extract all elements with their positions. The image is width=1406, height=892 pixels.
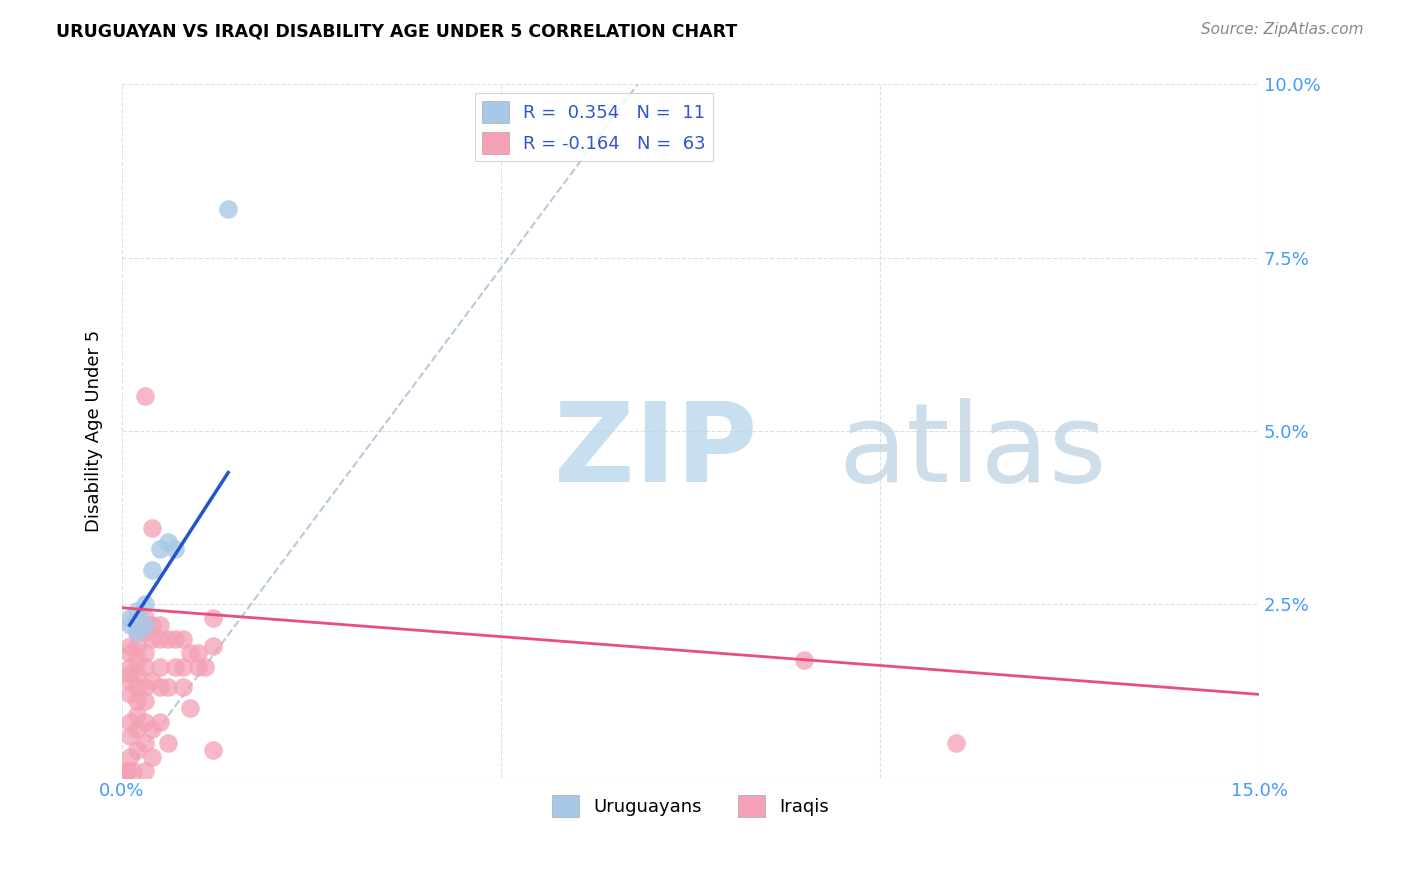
Point [112,764,135,778]
Point [149,632,172,646]
Point [141,632,163,646]
Point [202,743,225,757]
Point [134,715,156,730]
Point [134,646,156,660]
Point [194,659,217,673]
Point [118,611,141,625]
Point [149,541,172,556]
Point [179,701,201,715]
Point [141,521,163,535]
Point [149,681,172,695]
Point [127,708,149,723]
Point [118,639,141,653]
Text: Source: ZipAtlas.com: Source: ZipAtlas.com [1201,22,1364,37]
Point [127,625,149,640]
Point [187,646,209,660]
Point [134,659,156,673]
Point [134,694,156,708]
Point [115,764,138,778]
Point [172,632,194,646]
Text: URUGUAYAN VS IRAQI DISABILITY AGE UNDER 5 CORRELATION CHART: URUGUAYAN VS IRAQI DISABILITY AGE UNDER … [56,22,738,40]
Point [141,722,163,736]
Point [127,625,149,640]
Point [117,764,139,778]
Point [118,659,141,673]
Point [217,202,239,217]
Point [127,681,149,695]
Point [118,729,141,743]
Point [165,659,187,673]
Point [165,632,187,646]
Point [127,666,149,681]
Point [134,389,156,403]
Point [793,653,815,667]
Point [141,749,163,764]
Point [187,659,209,673]
Point [134,597,156,611]
Text: atlas: atlas [838,399,1107,505]
Point [118,673,141,688]
Point [945,736,967,750]
Point [156,736,179,750]
Point [165,541,187,556]
Point [127,722,149,736]
Point [118,646,141,660]
Text: ZIP: ZIP [554,399,758,505]
Point [149,715,172,730]
Point [141,673,163,688]
Point [202,639,225,653]
Point [127,653,149,667]
Y-axis label: Disability Age Under 5: Disability Age Under 5 [86,330,103,533]
Point [202,611,225,625]
Point [118,715,141,730]
Point [118,687,141,701]
Point [127,694,149,708]
Point [127,743,149,757]
Point [179,646,201,660]
Point [141,618,163,632]
Point [127,604,149,618]
Point [134,625,156,640]
Point [122,764,145,778]
Point [134,764,156,778]
Point [149,659,172,673]
Point [118,749,141,764]
Point [156,632,179,646]
Point [141,563,163,577]
Point [156,535,179,549]
Point [156,681,179,695]
Legend: Uruguayans, Iraqis: Uruguayans, Iraqis [544,788,837,824]
Point [127,611,149,625]
Point [134,618,156,632]
Point [134,611,156,625]
Point [118,666,141,681]
Point [127,639,149,653]
Point [134,736,156,750]
Point [134,681,156,695]
Point [118,618,141,632]
Point [149,618,172,632]
Point [172,659,194,673]
Point [172,681,194,695]
